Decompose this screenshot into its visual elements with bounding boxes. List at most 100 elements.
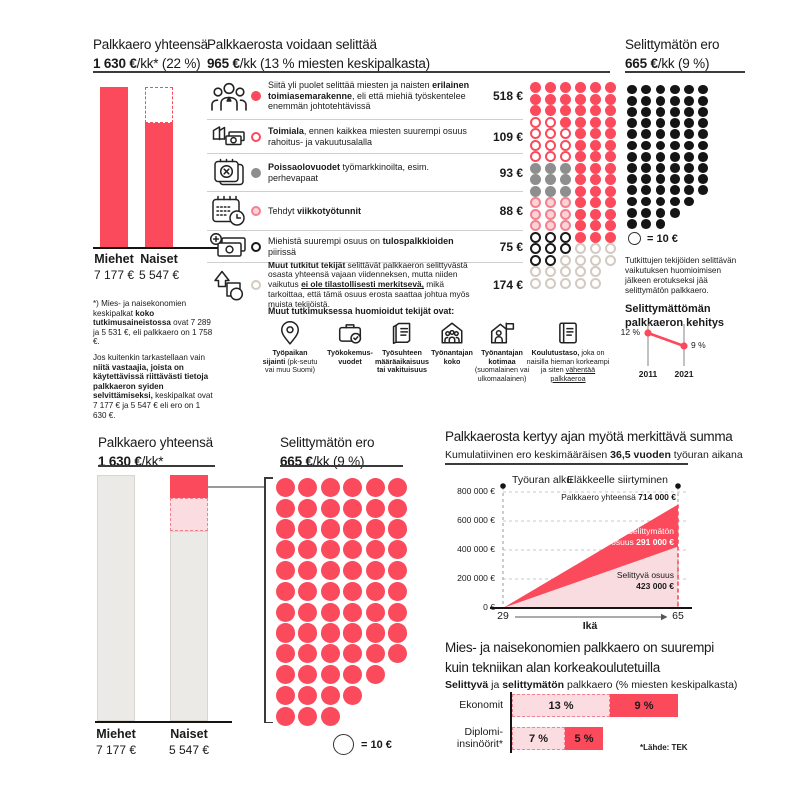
segment-unexplained: 9 % [610,694,678,717]
dot [298,498,318,518]
dot [275,498,295,518]
people-group-icon [207,81,251,111]
dot [698,174,708,184]
dot [545,93,556,105]
tek-source: *Lähde: TEK [640,743,688,752]
dot [545,162,556,174]
dot [683,163,694,173]
dot [530,93,541,105]
dot [365,623,385,643]
dot [641,95,652,106]
dot [275,581,295,602]
dot [655,84,666,95]
dot [605,197,616,209]
dot [641,129,652,140]
calendar-clock-icon [207,195,251,227]
dot [275,685,295,706]
factor-amount: 93 € [499,165,523,180]
dot [275,560,295,581]
dot [298,685,318,706]
trend-line [647,331,685,348]
dot [560,220,571,232]
factor-text: Poissaolovuodet työmarkkinoilta, esim. p… [268,161,430,183]
gap-unit: /kk* (22 %) [136,55,201,71]
dot [365,644,385,664]
briefcase-check-icon [338,324,362,344]
dot [683,129,694,140]
dot [343,519,363,539]
dot [530,162,541,174]
dot [560,174,571,186]
y-tick-label: 400 000 € [457,544,495,554]
dot [388,498,408,518]
dot [560,93,571,105]
connector-line [208,486,264,488]
footnote-para1: *) Mies- ja naisekonomien keskipalkat ko… [93,299,213,347]
dot [343,581,363,602]
dot [669,151,680,162]
dot [627,118,637,129]
dot [575,105,586,117]
dot [627,163,637,173]
dot [343,602,363,622]
dot [575,162,586,174]
dot [298,623,318,643]
tek-row-label: Ekonomit [459,699,503,711]
trend-start-value: 12 % [620,327,640,337]
dot [590,128,601,140]
dot [641,207,652,218]
gap-amount: 1 630 € [93,55,137,71]
tek-title: Mies- ja naisekonomien palkkaero on suur… [445,640,714,675]
tek-axis-line [510,692,512,753]
dot [530,220,541,232]
factor-bullet [251,280,261,290]
dot [530,174,541,186]
bar-men-gray [97,475,135,721]
dot [627,151,637,162]
career-start-dot [500,483,506,489]
calendar-absence-icon [207,158,251,188]
dot [365,581,385,602]
tek-bar-di: 7 % 5 % [512,727,603,750]
bar-baseline [93,247,218,249]
dot [545,266,556,278]
factor-amount: 88 € [499,204,523,218]
age-arrow-head [661,613,668,621]
dot [298,602,318,622]
dot [575,151,586,163]
factor-row: Toimiala, ennen kaikkea miesten suurempi… [207,120,523,154]
dot [545,151,556,163]
dot [530,243,541,255]
legend-dot-circle [628,232,641,245]
dot [575,128,586,140]
women-label: Naiset [140,252,178,266]
mini-factor-contract: Työsuhteen määräaikaisuus tai vakituisuu… [373,320,431,375]
dot [298,664,318,685]
women-value: 5 547 € [168,743,210,757]
dot [683,174,694,184]
dot [545,243,556,255]
title-line2: 1 630 €/kk* (22 %) [93,55,208,74]
dot [545,254,556,266]
bracket-vertical [264,477,266,723]
dot [560,231,571,243]
dot [320,706,340,726]
x-end-label: 65 [672,610,684,622]
dot [575,116,586,128]
y-tick-label: 800 000 € [457,486,495,496]
trend-end-value: 9 % [691,340,706,350]
dot [655,118,666,129]
area-explained [503,546,678,608]
bracket-tick-bottom [264,721,273,723]
dot [698,84,708,95]
dot [575,254,586,266]
explained-dot-grid [528,82,618,289]
dot [605,93,616,105]
footnote: *) Mies- ja naisekonomien keskipalkat ko… [93,299,213,420]
factor-amount: 75 € [499,239,523,254]
dot [590,208,601,220]
dot [545,185,556,197]
cumulative-subtitle: Kumulatiivinen ero keskimääräisen 36,5 v… [445,449,743,461]
dot [545,128,556,140]
